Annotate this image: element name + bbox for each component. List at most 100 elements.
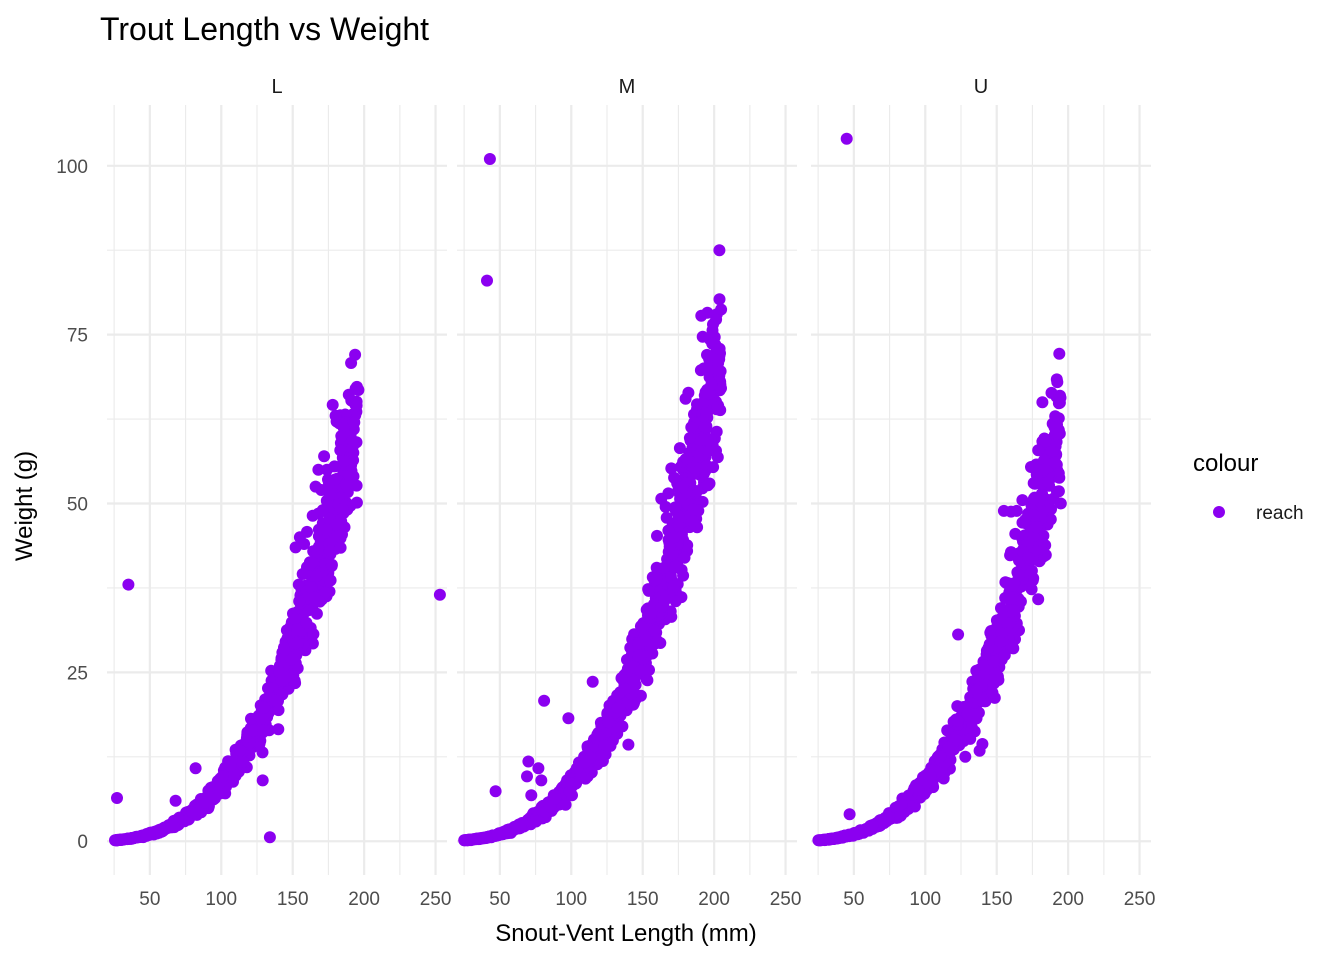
data-point <box>165 818 178 831</box>
y-tick-label: 100 <box>56 157 88 178</box>
data-point <box>288 637 301 650</box>
data-point <box>619 683 631 696</box>
data-point <box>329 518 342 531</box>
legend-title: colour <box>1193 450 1258 477</box>
data-point <box>236 755 249 768</box>
data-point <box>632 637 645 650</box>
x-tick-label: 50 <box>843 889 864 910</box>
data-point <box>300 616 313 629</box>
data-point <box>538 694 551 707</box>
x-tick-label: 250 <box>420 889 452 910</box>
data-point <box>525 789 538 802</box>
x-tick-label: 150 <box>277 889 309 910</box>
data-point <box>711 451 724 464</box>
x-tick-label: 100 <box>909 889 941 910</box>
data-point <box>964 732 977 745</box>
data-point <box>669 501 682 514</box>
data-point <box>865 820 878 833</box>
data-point <box>458 834 471 847</box>
data-point <box>714 365 727 378</box>
data-point <box>326 398 339 411</box>
data-point <box>272 723 285 736</box>
x-tick-label: 150 <box>627 889 659 910</box>
data-point <box>308 591 321 604</box>
data-point <box>522 755 535 768</box>
data-point <box>111 792 123 804</box>
data-point <box>289 541 302 554</box>
data-point <box>291 623 304 636</box>
data-point <box>994 635 1007 648</box>
data-point <box>481 274 493 287</box>
x-tick-label: 250 <box>770 889 802 910</box>
data-point <box>987 655 1000 668</box>
data-point <box>635 664 647 677</box>
data-points <box>109 348 446 847</box>
data-point <box>707 318 719 331</box>
data-point <box>247 724 260 737</box>
data-point <box>665 462 678 475</box>
data-point <box>634 620 647 633</box>
legend: colour reach <box>1193 450 1304 524</box>
data-point <box>632 650 645 662</box>
data-point <box>578 756 591 769</box>
data-point <box>668 531 681 544</box>
data-point <box>310 607 323 620</box>
data-point <box>669 560 682 573</box>
data-point <box>611 702 624 715</box>
data-point <box>312 463 325 476</box>
data-point <box>926 779 939 792</box>
facet-label-l: L <box>271 76 282 98</box>
data-point <box>843 808 856 821</box>
y-tick-label: 50 <box>67 495 88 516</box>
data-point <box>1054 497 1067 510</box>
data-point <box>352 384 365 396</box>
data-point <box>319 586 332 599</box>
data-point <box>288 613 301 625</box>
data-point <box>289 677 302 690</box>
data-point <box>1039 435 1052 448</box>
data-point <box>323 488 336 501</box>
data-point <box>293 595 306 608</box>
data-point <box>563 785 576 798</box>
data-point <box>189 762 202 775</box>
data-points <box>812 132 1067 847</box>
data-point <box>685 421 698 434</box>
data-point <box>1005 505 1017 518</box>
data-point <box>338 455 351 467</box>
y-axis-title: Weight (g) <box>11 451 38 561</box>
data-point <box>1009 527 1022 540</box>
data-point <box>272 704 285 717</box>
data-point <box>691 398 703 411</box>
data-point <box>615 672 628 685</box>
data-point <box>598 739 611 752</box>
data-point <box>686 515 699 528</box>
data-point <box>347 454 360 467</box>
data-point <box>257 724 270 737</box>
data-point <box>699 421 712 434</box>
data-point <box>1032 593 1045 606</box>
facet-panel-u: U 50 100 150 200 250 <box>811 76 1155 910</box>
data-point <box>651 529 663 542</box>
data-point <box>336 502 349 515</box>
data-point <box>122 578 135 591</box>
data-point <box>263 831 276 844</box>
data-point <box>714 404 727 417</box>
data-point <box>342 468 355 481</box>
data-point <box>695 309 708 322</box>
data-point <box>934 750 947 763</box>
data-point <box>999 576 1012 589</box>
data-point <box>842 828 855 841</box>
data-point <box>334 444 347 457</box>
data-point <box>323 544 336 557</box>
data-point <box>305 581 318 594</box>
data-point <box>951 715 964 727</box>
data-point <box>959 750 972 763</box>
data-point <box>1030 468 1043 481</box>
data-point <box>433 588 446 601</box>
data-point <box>702 479 714 492</box>
data-point <box>1051 376 1064 389</box>
data-point <box>340 478 353 491</box>
data-point <box>198 796 211 809</box>
data-point <box>602 716 615 729</box>
